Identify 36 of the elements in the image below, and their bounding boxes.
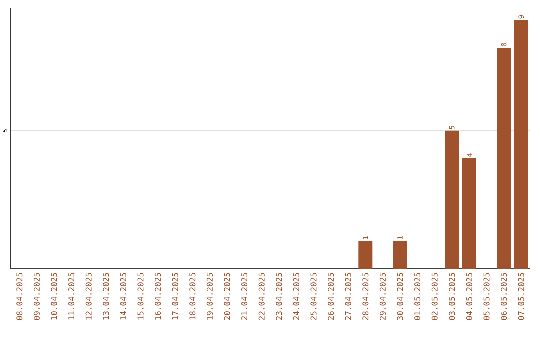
x-tick-label: 18.04.2025 (190, 273, 196, 320)
bar (462, 158, 476, 269)
x-tick-label: 12.04.2025 (86, 273, 92, 320)
x-tick-label: 29.04.2025 (380, 273, 386, 320)
x-tick-label: 19.04.2025 (206, 273, 213, 320)
x-tick-label: 22.04.2025 (258, 273, 265, 320)
x-tick-label: 27.04.2025 (345, 273, 352, 320)
x-tick-label: 03.05.2025 (449, 273, 456, 320)
x-tick-label: 20.04.2025 (224, 273, 230, 320)
bar (514, 20, 528, 269)
x-tick-label: 26.04.2025 (328, 273, 334, 320)
bar (445, 130, 460, 269)
x-tick-label: 16.04.2025 (155, 273, 162, 320)
x-tick-label: 09.04.2025 (34, 273, 40, 320)
bar (358, 241, 373, 269)
x-tick-label: 30.04.2025 (397, 273, 404, 320)
x-tick-label: 15.04.2025 (138, 273, 144, 320)
x-tick-label: 17.04.2025 (172, 273, 178, 320)
x-tick-label: 04.05.2025 (466, 273, 472, 320)
x-tick-label: 07.05.2025 (518, 273, 524, 320)
x-tick-label: 25.04.2025 (310, 273, 317, 320)
x-tick-label: 08.04.2025 (16, 273, 23, 320)
x-tick-label: 11.04.2025 (68, 273, 75, 320)
x-tick-label: 21.04.2025 (242, 273, 248, 320)
x-tick-label: 06.05.2025 (501, 273, 508, 320)
x-tick-label: 13.04.2025 (103, 273, 110, 320)
x-tick-label: 01.05.2025 (414, 273, 421, 320)
x-tick-label: 10.04.2025 (51, 273, 58, 320)
x-tick-label: 14.04.2025 (120, 273, 126, 320)
bar (497, 48, 512, 269)
x-tick-label: 05.05.2025 (484, 273, 490, 320)
x-tick-label: 02.05.2025 (432, 273, 438, 320)
x-tick-label: 24.04.2025 (293, 273, 300, 320)
x-tick-label: 23.04.2025 (276, 273, 282, 320)
x-tick-label: 28.04.2025 (362, 273, 369, 320)
bar (393, 241, 408, 269)
